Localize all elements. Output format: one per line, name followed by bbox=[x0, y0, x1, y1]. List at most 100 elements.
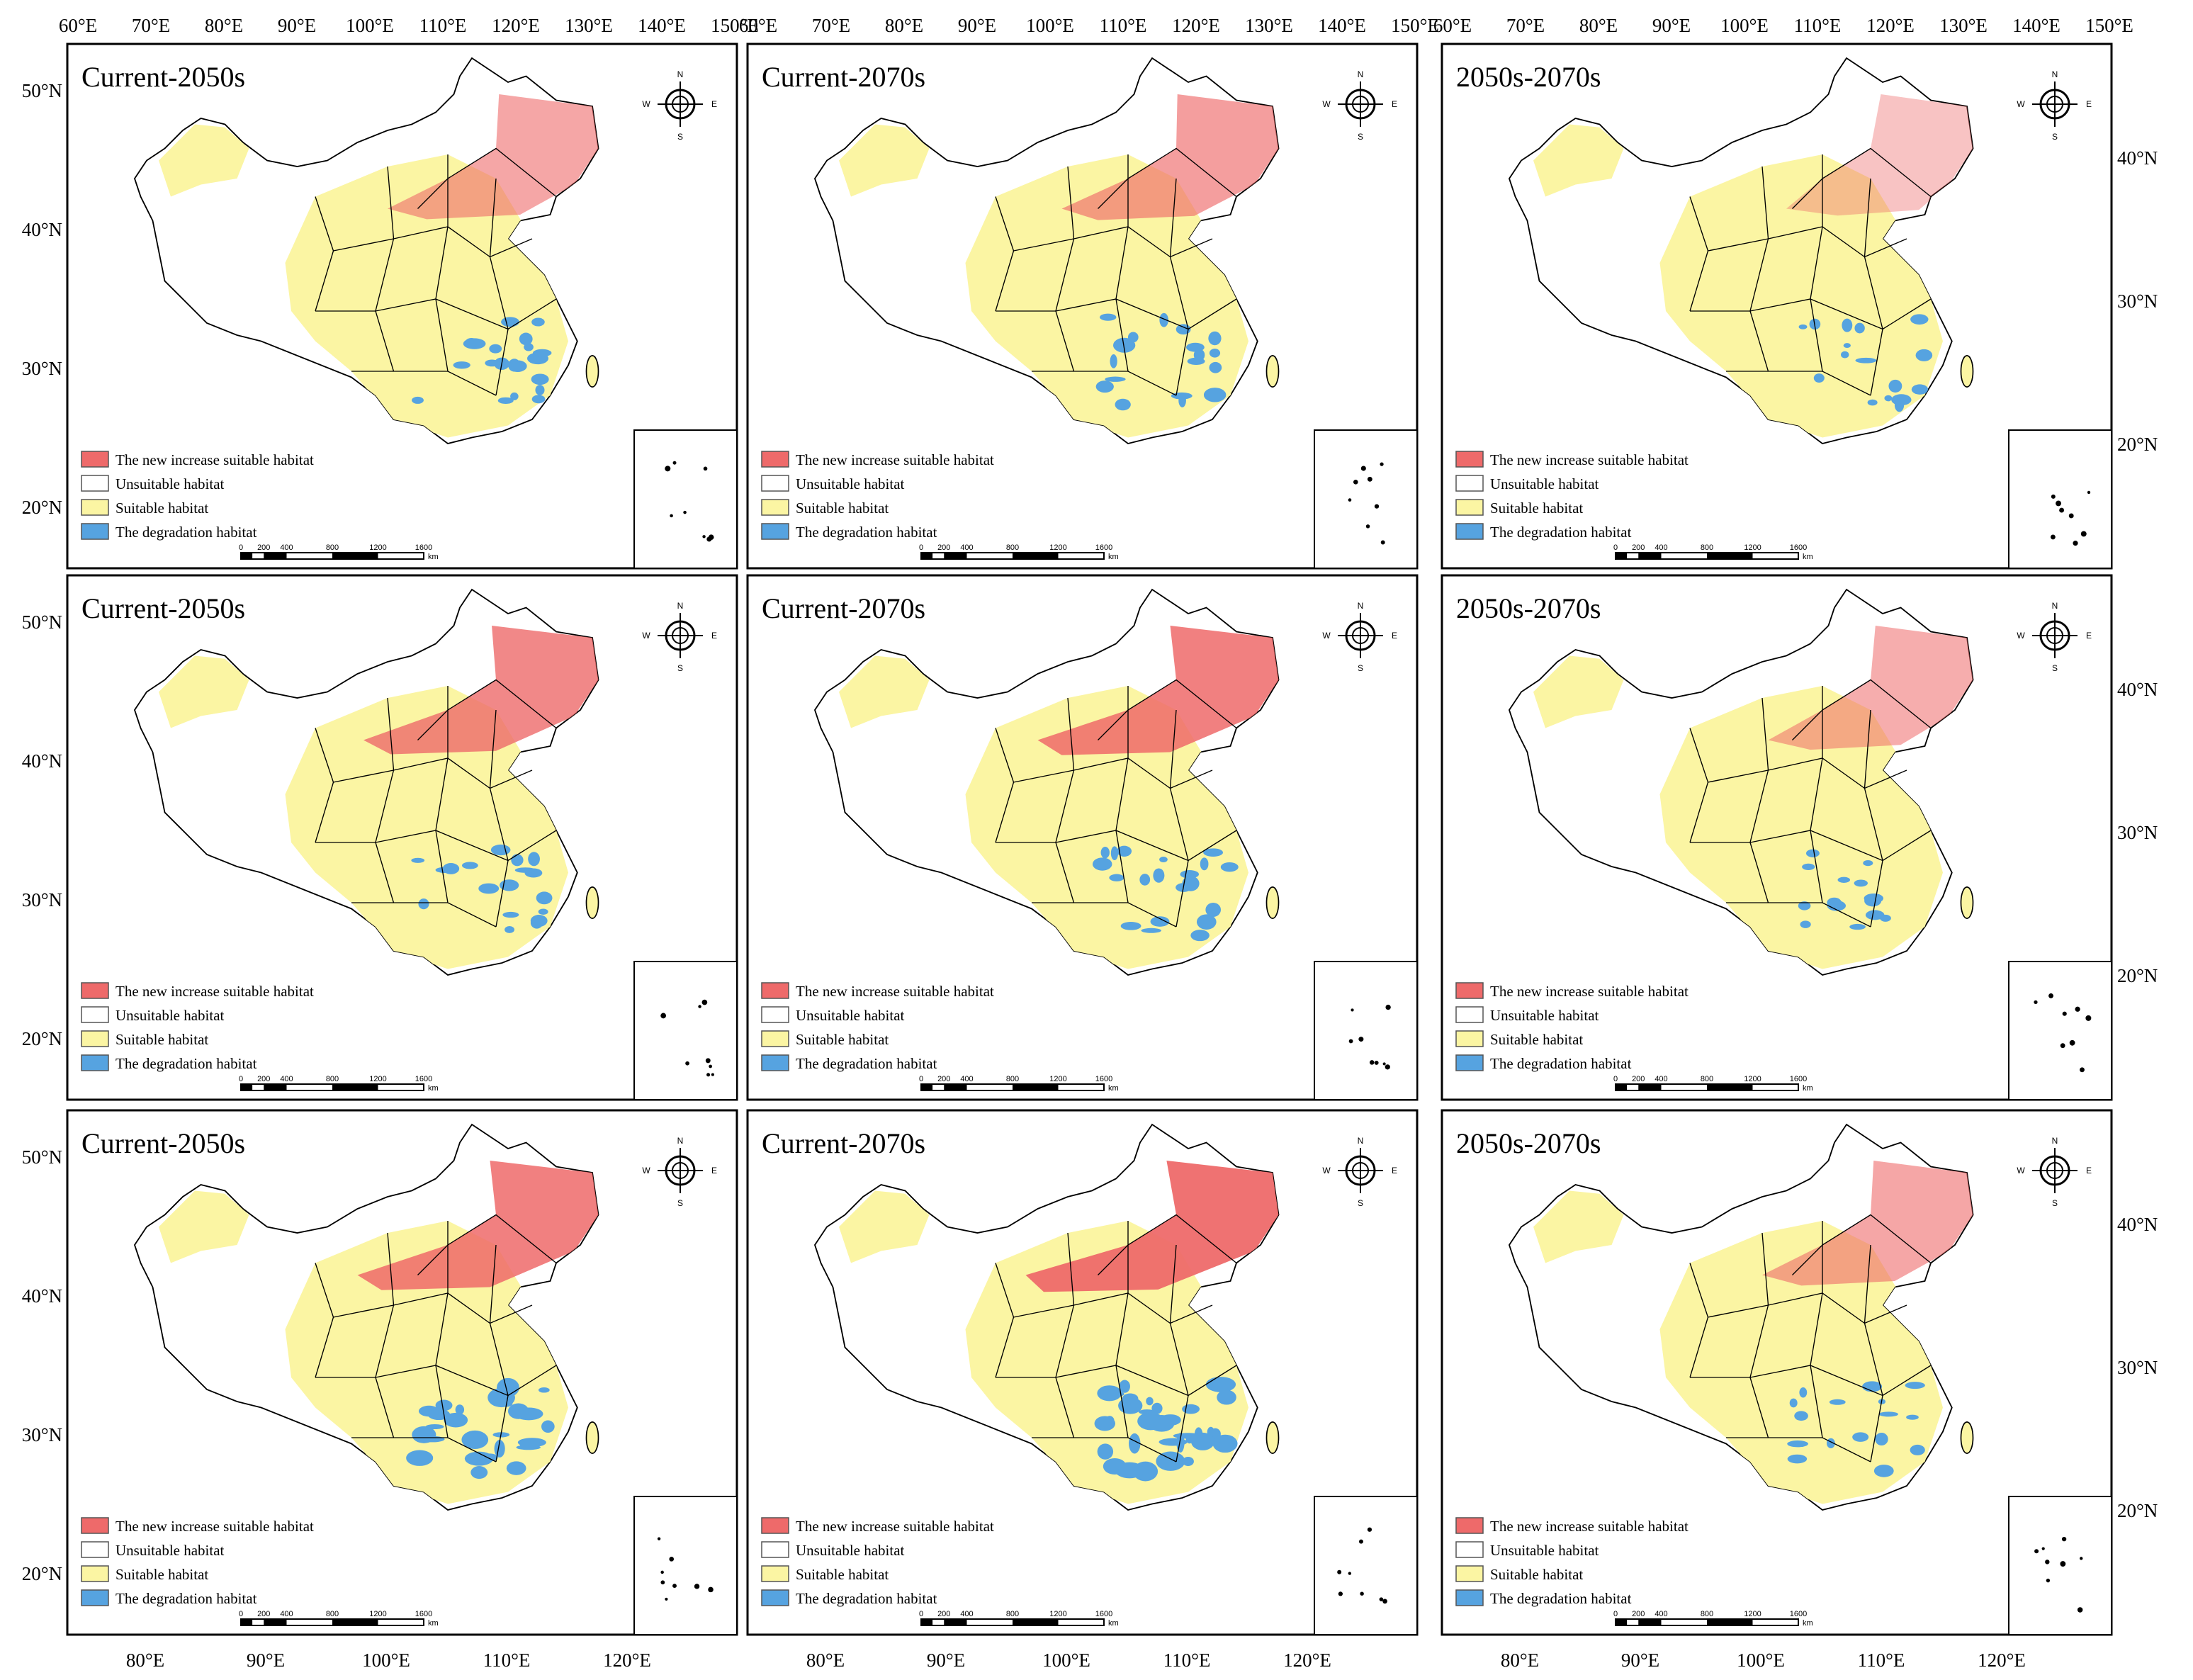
degradation-patch bbox=[418, 898, 429, 910]
latitude-tick-label: 20°N bbox=[22, 497, 62, 518]
island-dot bbox=[1337, 1569, 1342, 1574]
degradation-patch bbox=[1794, 1411, 1808, 1421]
legend-swatch bbox=[761, 1006, 789, 1023]
degradation-patch bbox=[538, 1387, 550, 1393]
new-increase-habitat-area bbox=[1025, 1161, 1279, 1292]
degradation-patch bbox=[531, 395, 546, 404]
province-boundary bbox=[1115, 1221, 1129, 1438]
province-boundary bbox=[489, 178, 509, 396]
scale-tick-label: 1200 bbox=[369, 1075, 386, 1083]
scale-tick-label: 400 bbox=[280, 1075, 293, 1083]
legend-swatch bbox=[81, 475, 109, 492]
degradation-patch bbox=[421, 1436, 445, 1443]
island-dot bbox=[698, 1005, 701, 1008]
degradation-patch bbox=[501, 317, 519, 327]
left-latitude-labels: 50°N 40°N 30°N 20°N 50°N 40°N 30°N 20°N 50°N 40°N… bbox=[22, 80, 62, 1584]
taiwan-island bbox=[1265, 1421, 1280, 1454]
degradation-patch bbox=[1217, 1389, 1236, 1405]
suitable-habitat-area bbox=[1533, 124, 1624, 197]
scale-tick-label: 1200 bbox=[1049, 1075, 1066, 1083]
legend-swatch bbox=[761, 499, 789, 516]
province-boundary bbox=[1749, 697, 1769, 903]
province-boundary bbox=[375, 697, 395, 903]
suitable-habitat-area bbox=[1659, 154, 1943, 438]
longitude-tick-label: 70°E bbox=[812, 15, 850, 36]
legend-label: The degradation habitat bbox=[796, 1590, 937, 1607]
longitude-tick-label: 120°E bbox=[1172, 15, 1220, 36]
latitude-tick-label: 40°N bbox=[2117, 679, 2158, 700]
new-increase-habitat-area bbox=[1037, 626, 1279, 755]
legend-label: Unsuitable habitat bbox=[796, 475, 905, 492]
longitude-tick-label: 120°E bbox=[492, 15, 540, 36]
legend-label: Suitable habitat bbox=[115, 500, 208, 517]
degradation-patch bbox=[502, 911, 519, 918]
scale-tick-label: 0 bbox=[1613, 543, 1618, 552]
suitable-habitat-area bbox=[839, 1190, 930, 1263]
new-increase-habitat-area bbox=[1061, 94, 1279, 220]
province-boundary bbox=[1169, 709, 1189, 928]
province-boundary bbox=[1726, 1437, 1871, 1462]
degradation-patch bbox=[1787, 1440, 1808, 1448]
island-dot bbox=[2059, 507, 2065, 513]
island-dot bbox=[1382, 1599, 1387, 1604]
legend-label: The new increase suitable habitat bbox=[796, 983, 994, 1000]
degradation-patch bbox=[481, 1453, 498, 1462]
svg-text:S: S bbox=[1358, 1198, 1363, 1208]
island-dot bbox=[2080, 531, 2087, 537]
legend-swatch bbox=[761, 1030, 789, 1047]
legend-swatch bbox=[1455, 982, 1484, 999]
longitude-tick-label: 90°E bbox=[958, 15, 996, 36]
map-panel: Current-2070s N S E W The new increase suitab… bbox=[746, 43, 1419, 570]
suitable-habitat-area bbox=[965, 1221, 1248, 1504]
suitable-habitat-area bbox=[839, 655, 930, 728]
degradation-patch bbox=[531, 373, 549, 385]
svg-text:W: W bbox=[1322, 631, 1331, 641]
island-dot bbox=[2085, 1015, 2092, 1021]
degradation-patch bbox=[435, 1399, 453, 1411]
island-dot bbox=[2046, 1578, 2051, 1583]
svg-text:W: W bbox=[2017, 99, 2025, 109]
province-boundary bbox=[1810, 1221, 1823, 1438]
legend-swatch bbox=[81, 1006, 109, 1023]
legend-label: Suitable habitat bbox=[1490, 1566, 1583, 1583]
legend-swatch bbox=[761, 1054, 789, 1071]
panel-title: Current-2070s bbox=[762, 1127, 925, 1159]
legend-swatch bbox=[1455, 451, 1484, 468]
island-dot bbox=[657, 1537, 661, 1540]
suitable-habitat-area bbox=[1533, 1190, 1624, 1263]
scale-tick-label: 800 bbox=[1006, 543, 1019, 552]
scale-tick-label: 200 bbox=[937, 543, 950, 552]
province-boundary bbox=[996, 830, 1237, 862]
province-boundary bbox=[1115, 154, 1129, 372]
svg-text:N: N bbox=[677, 601, 684, 611]
island-dot bbox=[672, 1584, 677, 1589]
longitude-tick-label: 100°E bbox=[346, 15, 394, 36]
island-dot bbox=[711, 1073, 715, 1076]
degradation-patch bbox=[1894, 398, 1905, 412]
south-china-sea-inset bbox=[1314, 1496, 1418, 1635]
degradation-patch bbox=[1787, 1454, 1808, 1464]
new-increase-habitat-area bbox=[357, 1161, 599, 1290]
legend-swatch bbox=[81, 1589, 109, 1606]
svg-text:W: W bbox=[642, 1166, 650, 1176]
legend-swatch bbox=[1455, 1589, 1484, 1606]
scale-tick-label: 200 bbox=[257, 543, 270, 552]
degradation-patch bbox=[467, 1436, 476, 1445]
svg-text:S: S bbox=[1358, 663, 1363, 673]
latitude-tick-label: 20°N bbox=[2117, 965, 2158, 986]
map-panel: Current-2050s N S E W The new increase suitab… bbox=[66, 1109, 738, 1636]
legend-label: Unsuitable habitat bbox=[1490, 1542, 1599, 1559]
svg-text:S: S bbox=[2052, 663, 2058, 673]
legend-swatch bbox=[81, 1054, 109, 1071]
degradation-patch bbox=[478, 883, 500, 894]
longitude-tick-label: 120°E bbox=[603, 1650, 651, 1671]
island-dot bbox=[670, 514, 673, 518]
degradation-patch bbox=[412, 396, 424, 404]
china-map bbox=[134, 1124, 599, 1511]
province-boundary bbox=[1792, 679, 1932, 740]
legend-swatch bbox=[81, 1565, 109, 1582]
scale-tick-label: 1200 bbox=[1744, 543, 1761, 552]
degradation-patch bbox=[1139, 874, 1151, 886]
svg-text:W: W bbox=[1322, 1166, 1331, 1176]
